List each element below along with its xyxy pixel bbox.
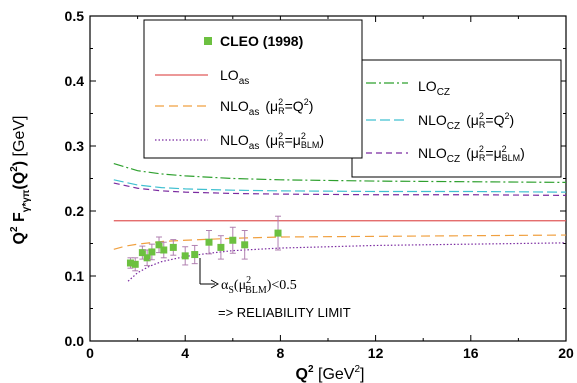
cleo-data-point — [155, 241, 163, 249]
x-tick-label: 8 — [277, 345, 285, 361]
cleo-data-point — [191, 251, 199, 259]
cleo-data-point — [229, 236, 237, 244]
cleo-data-point — [217, 243, 225, 251]
y-tick-label: 0.5 — [65, 8, 85, 24]
y-axis-label: Q2 Fγ*γπ(Q2) [GeV] — [9, 116, 32, 245]
cleo-data-point — [274, 229, 282, 237]
annotation-arrow-icon — [210, 279, 220, 289]
cleo-data-point — [143, 254, 151, 262]
legend-box-as — [143, 19, 363, 159]
y-tick-label: 0.0 — [65, 333, 85, 349]
annotation-reliability-limit: => RELIABILITY LIMIT — [218, 305, 351, 320]
series-group — [113, 162, 567, 282]
series-line-nlo-cz-q2 — [113, 179, 567, 193]
series-line-nlo-as-blm — [127, 242, 567, 282]
legend-nlo-cz-blm-label: NLOCZ (μ2 R=μ2 BLM) — [418, 144, 525, 165]
x-axis-label: Q2 [GeV2] — [296, 364, 365, 383]
legend-nlo-cz-q2-label: NLOCZ (μ2 R=Q2) — [418, 111, 514, 132]
y-tick-label: 0.1 — [65, 268, 85, 284]
series-line-nlo-as-q2 — [113, 234, 567, 250]
cleo-points-group — [126, 215, 282, 272]
cleo-data-point — [181, 252, 189, 260]
x-tick-label: 20 — [558, 345, 574, 361]
series-line-lo-cz — [113, 162, 567, 183]
legend-lo-cz-label: LOCZ — [418, 78, 450, 98]
y-tick-label: 0.3 — [65, 138, 85, 154]
cleo-data-point — [131, 260, 139, 268]
cleo-data-point — [241, 241, 249, 249]
legend-lo-as-label: LOas — [220, 67, 249, 87]
annotation-alpha-text: αS(μ2 BLM)<0.5 — [221, 275, 297, 296]
y-tick-label: 0.4 — [65, 73, 85, 89]
cleo-data-point — [138, 249, 146, 257]
legend-nlo-as-blm-label: NLOas (μ2 R=μ2 BLM) — [220, 131, 324, 152]
x-tick-label: 12 — [368, 345, 384, 361]
cleo-data-point — [169, 243, 177, 251]
y-tick-label: 0.2 — [65, 203, 85, 219]
x-tick-label: 0 — [86, 345, 94, 361]
cleo-data-point — [205, 238, 213, 246]
legend-nlo-as-q2-label: NLOas (μ2 R=Q2) — [220, 97, 313, 118]
legend-cleo-marker — [204, 37, 212, 45]
x-tick-label: 4 — [181, 345, 189, 361]
axis-ticks: 0 4 8 12 16 20 0.0 0.1 0.2 0.3 0.4 0.5 — [65, 8, 574, 361]
legend-box-cz — [351, 59, 562, 178]
legend-cleo-label: CLEO (1998) — [220, 33, 303, 49]
x-tick-label: 16 — [463, 345, 479, 361]
cleo-data-point — [160, 246, 168, 254]
cleo-data-point — [126, 259, 134, 267]
series-line-nlo-cz-blm — [113, 182, 567, 196]
cleo-data-point — [148, 248, 156, 256]
